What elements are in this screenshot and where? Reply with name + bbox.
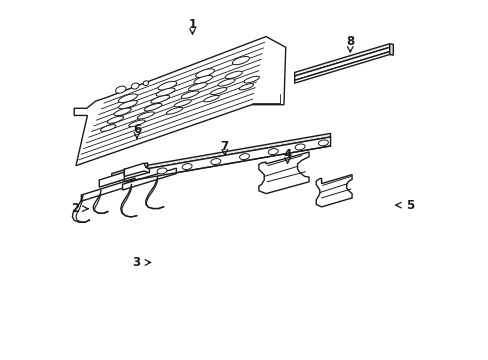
Ellipse shape	[101, 125, 116, 131]
Ellipse shape	[210, 87, 226, 95]
Ellipse shape	[210, 159, 220, 165]
Text: 6: 6	[133, 123, 141, 136]
Ellipse shape	[144, 103, 162, 111]
Text: 2: 2	[71, 202, 79, 215]
Ellipse shape	[150, 95, 169, 103]
Ellipse shape	[107, 116, 123, 123]
Ellipse shape	[224, 71, 242, 79]
Ellipse shape	[114, 108, 131, 116]
Ellipse shape	[203, 95, 219, 102]
Polygon shape	[316, 175, 351, 207]
Polygon shape	[124, 134, 330, 173]
Ellipse shape	[143, 81, 148, 86]
Polygon shape	[294, 44, 389, 76]
Ellipse shape	[158, 81, 177, 90]
Ellipse shape	[118, 94, 137, 103]
Text: 1: 1	[188, 18, 196, 31]
Ellipse shape	[244, 76, 259, 83]
Ellipse shape	[232, 57, 249, 65]
Ellipse shape	[239, 84, 253, 90]
Ellipse shape	[295, 144, 305, 150]
Text: 5: 5	[405, 199, 413, 212]
Ellipse shape	[181, 91, 199, 98]
Ellipse shape	[118, 100, 137, 109]
Polygon shape	[81, 178, 135, 201]
Text: 3: 3	[132, 256, 140, 269]
Polygon shape	[389, 44, 392, 55]
Polygon shape	[124, 137, 330, 182]
Ellipse shape	[193, 76, 212, 84]
Ellipse shape	[115, 86, 126, 93]
Ellipse shape	[131, 83, 139, 89]
Ellipse shape	[318, 140, 328, 146]
Polygon shape	[122, 168, 176, 190]
Polygon shape	[294, 47, 389, 80]
Ellipse shape	[156, 88, 175, 96]
Text: 4: 4	[283, 148, 291, 161]
Text: 8: 8	[346, 35, 354, 49]
Polygon shape	[99, 172, 124, 187]
Polygon shape	[112, 166, 147, 183]
Ellipse shape	[268, 149, 278, 154]
Ellipse shape	[188, 83, 207, 91]
Polygon shape	[124, 163, 149, 176]
Polygon shape	[74, 37, 285, 166]
Polygon shape	[258, 152, 308, 194]
Text: 7: 7	[220, 140, 228, 153]
Ellipse shape	[239, 154, 249, 159]
Polygon shape	[294, 51, 389, 83]
Polygon shape	[112, 163, 147, 177]
Ellipse shape	[182, 163, 192, 170]
Ellipse shape	[218, 79, 235, 86]
Ellipse shape	[157, 168, 166, 174]
Ellipse shape	[174, 100, 191, 107]
Ellipse shape	[195, 69, 214, 77]
Ellipse shape	[137, 112, 154, 119]
Ellipse shape	[128, 120, 145, 127]
Ellipse shape	[166, 107, 183, 114]
